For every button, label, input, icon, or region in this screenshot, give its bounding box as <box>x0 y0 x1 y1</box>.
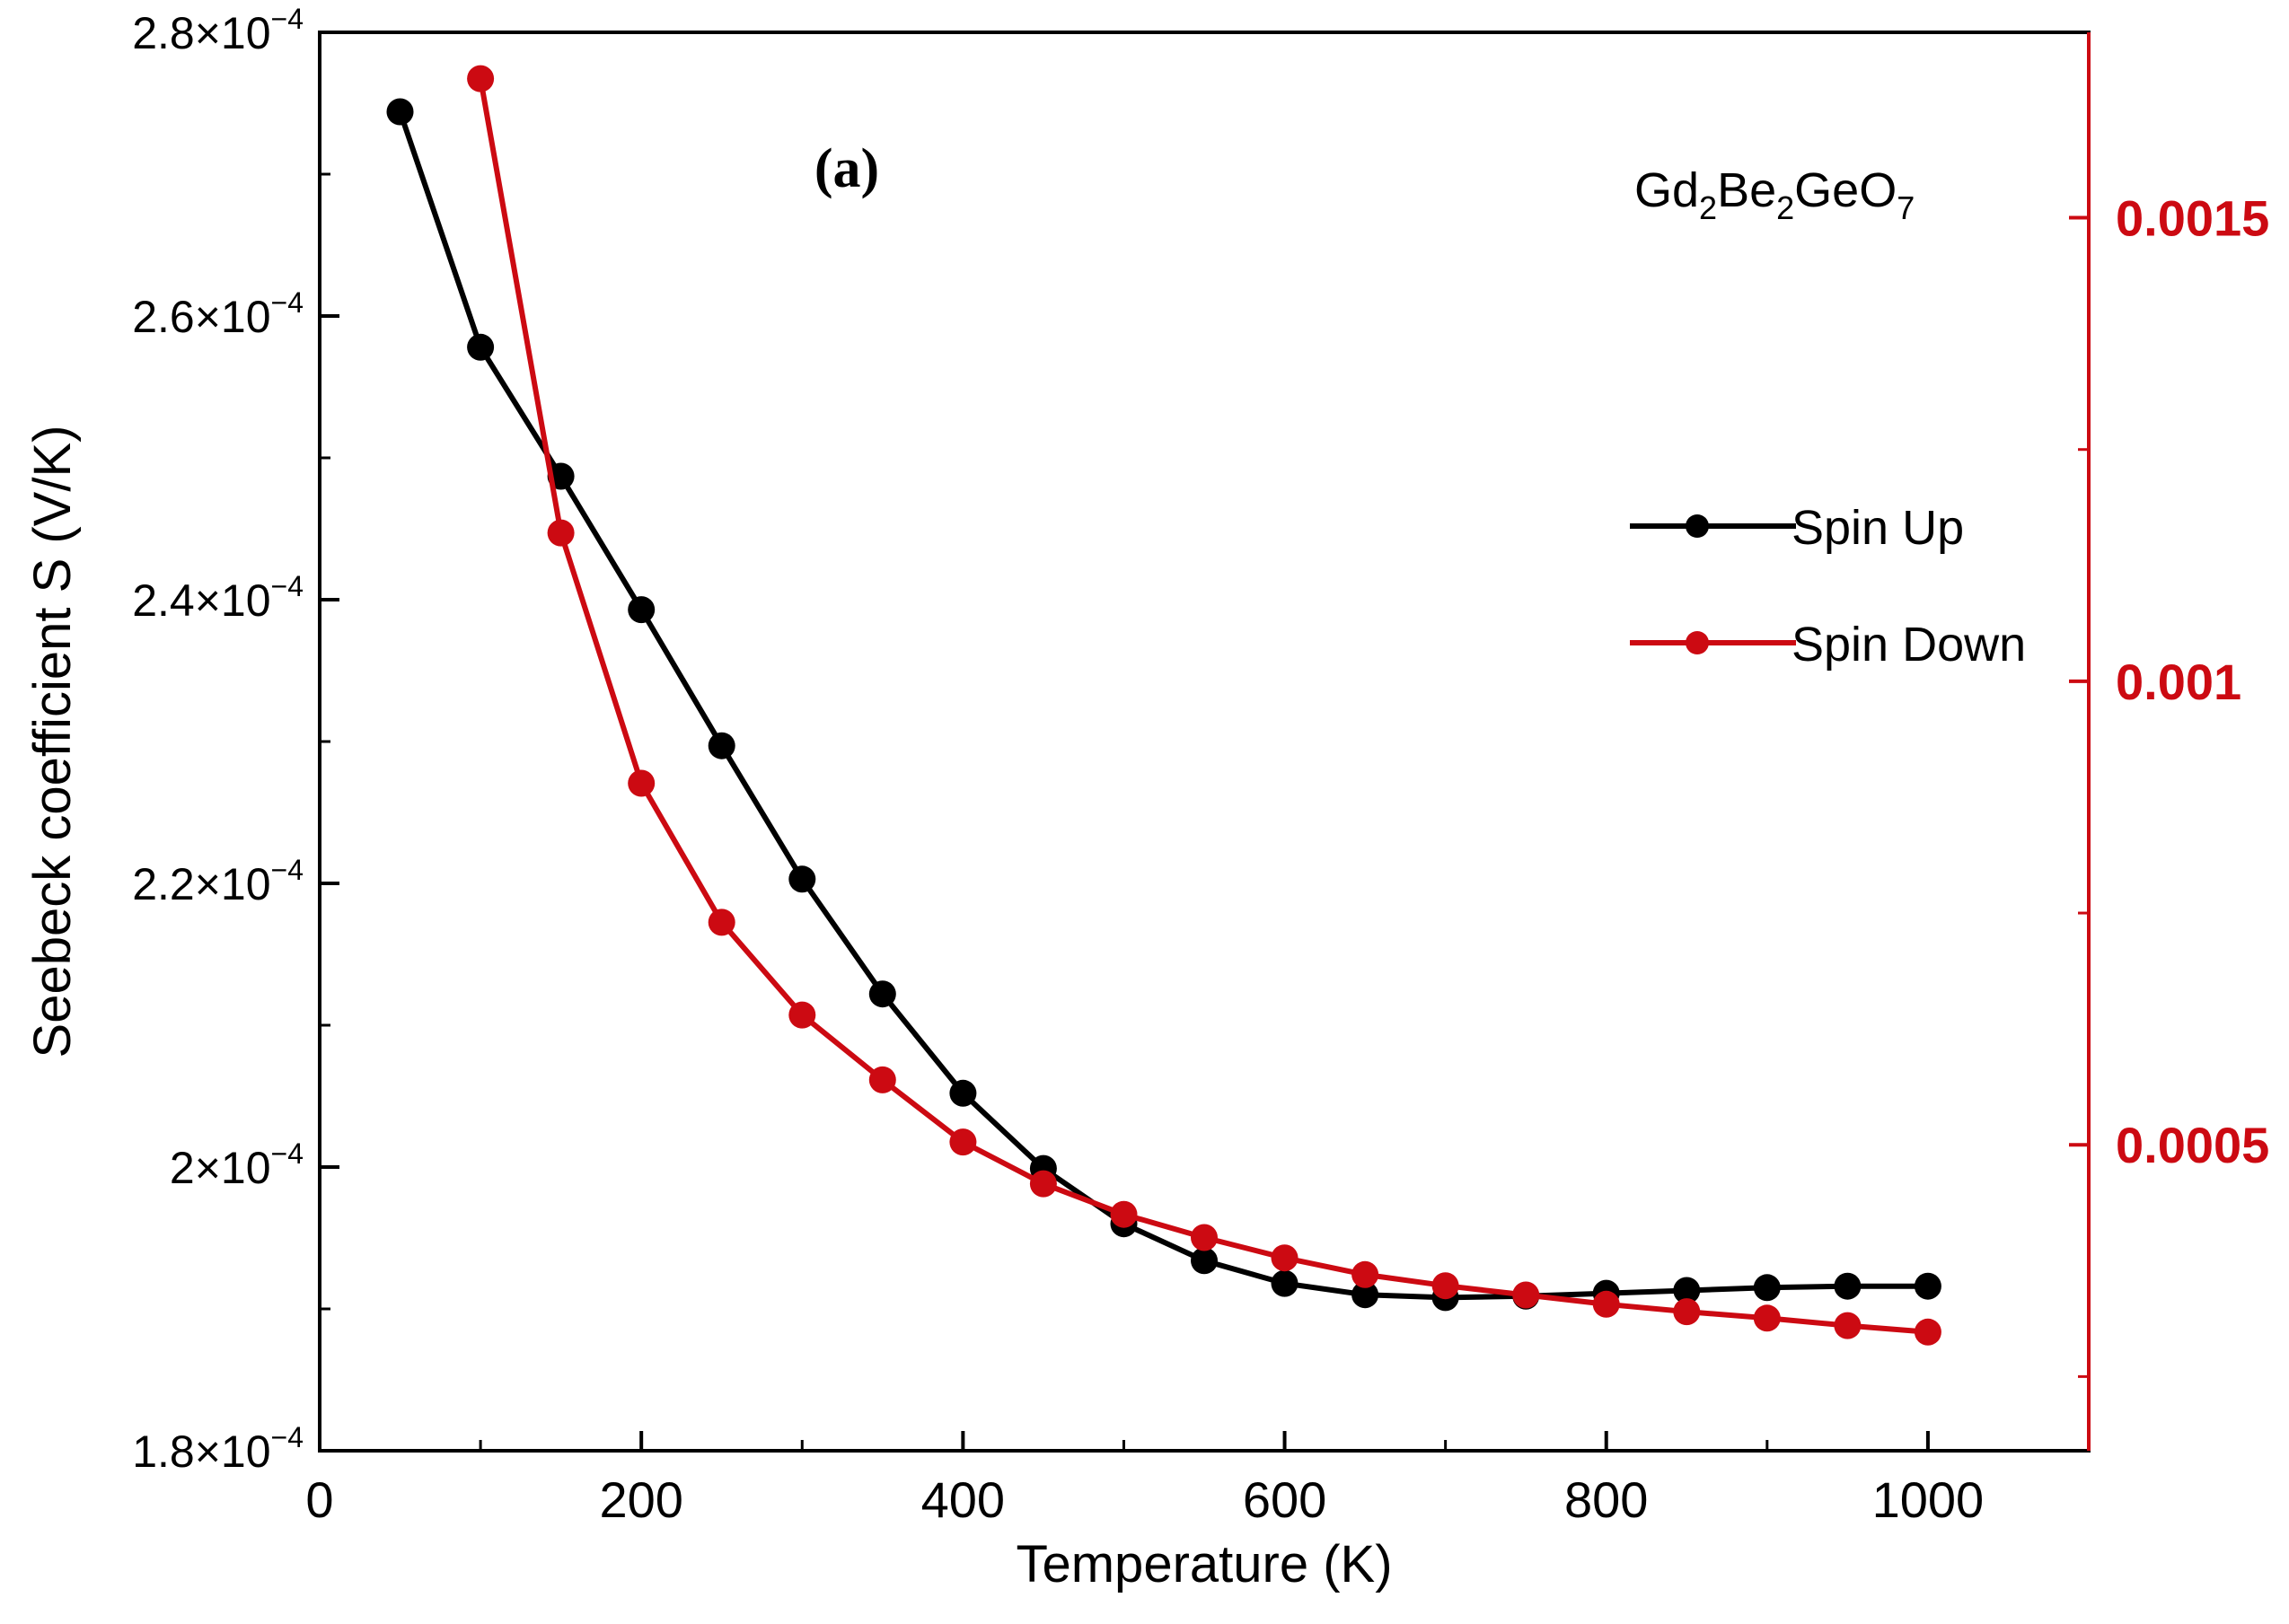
data-point-spin-down <box>1753 1304 1781 1332</box>
series-line-spin-up <box>397 110 1928 1301</box>
data-point-spin-down <box>467 65 495 92</box>
data-point-spin-down <box>1110 1200 1138 1228</box>
data-point-spin-down <box>1431 1272 1459 1300</box>
data-point-spin-down <box>788 1001 816 1029</box>
data-point-spin-up <box>1191 1247 1218 1275</box>
data-point-spin-up <box>386 98 414 126</box>
legend-marker-spin-up <box>1686 514 1709 538</box>
data-point-spin-down <box>1592 1290 1620 1318</box>
legend: Spin Up Spin Down <box>1630 501 2026 672</box>
y-left-tick-label: 2.6×10−4 <box>132 286 304 342</box>
data-point-spin-up <box>708 732 735 759</box>
x-tick-label: 600 <box>1243 1471 1326 1528</box>
data-point-spin-down <box>949 1128 977 1156</box>
data-point-spin-down <box>1673 1298 1701 1326</box>
data-point-spin-down <box>1029 1170 1057 1198</box>
data-point-spin-down <box>628 769 656 797</box>
axis-ticks <box>318 31 2089 1453</box>
y-left-tick-label: 2.2×10−4 <box>132 854 304 909</box>
legend-label-spin-up: Spin Up <box>1792 501 1964 555</box>
legend-marker-spin-down <box>1686 631 1709 654</box>
data-point-spin-up <box>628 596 656 624</box>
x-tick-label: 400 <box>921 1471 1005 1528</box>
y-right-tick-labels: 0.0005 0.001 0.0015 <box>2116 190 2269 1174</box>
legend-label-spin-down: Spin Down <box>1792 618 2026 672</box>
y-axis-label: Seebeck coefficient S (V/K) <box>23 426 82 1058</box>
data-point-spin-up <box>1834 1272 1862 1300</box>
y-left-tick-label: 1.8×10−4 <box>132 1421 304 1477</box>
y-left-tick-label: 2×10−4 <box>170 1137 304 1193</box>
data-point-spin-up <box>1351 1281 1379 1309</box>
y-right-tick-label: 0.0015 <box>2116 190 2269 247</box>
x-tick-label: 800 <box>1564 1471 1648 1528</box>
y-left-tick-label: 2.4×10−4 <box>132 570 304 626</box>
data-point-spin-down <box>1834 1312 1862 1339</box>
data-point-spin-up <box>868 980 896 1008</box>
data-point-spin-down <box>868 1066 896 1093</box>
data-point-spin-up <box>1914 1272 1941 1300</box>
data-point-spin-down <box>1191 1224 1218 1251</box>
panel-label: (a) <box>814 138 879 199</box>
x-tick-label: 200 <box>599 1471 682 1528</box>
y-right-tick-label: 0.001 <box>2116 654 2241 710</box>
y-left-tick-labels: 1.8×10−4 2×10−4 2.2×10−4 2.4×10−4 2.6×10−4 2.… <box>132 3 304 1477</box>
data-point-spin-up <box>467 333 495 361</box>
data-point-spin-down <box>547 519 575 547</box>
data-point-spin-down <box>1351 1260 1379 1288</box>
data-point-spin-down <box>708 909 735 936</box>
data-point-spin-up <box>1673 1277 1701 1304</box>
y-left-tick-label: 2.8×10−4 <box>132 3 304 58</box>
x-axis-label: Temperature (K) <box>1016 1535 1392 1593</box>
data-point-spin-up <box>1271 1269 1299 1297</box>
data-point-spin-up <box>1753 1274 1781 1302</box>
x-tick-label: 0 <box>305 1471 333 1528</box>
data-point-spin-up <box>788 865 816 893</box>
x-tick-labels: 0 200 400 600 800 1000 <box>305 1471 1984 1528</box>
series-layer <box>386 65 1941 1346</box>
compound-label: Gd2Be2GeO7 <box>1634 163 1915 226</box>
x-tick-label: 1000 <box>1872 1471 1985 1528</box>
y-right-tick-label: 0.0005 <box>2116 1117 2269 1173</box>
data-point-spin-down <box>1271 1244 1299 1272</box>
data-point-spin-up <box>949 1079 977 1107</box>
data-point-spin-down <box>1914 1318 1941 1346</box>
data-point-spin-down <box>1512 1281 1540 1309</box>
